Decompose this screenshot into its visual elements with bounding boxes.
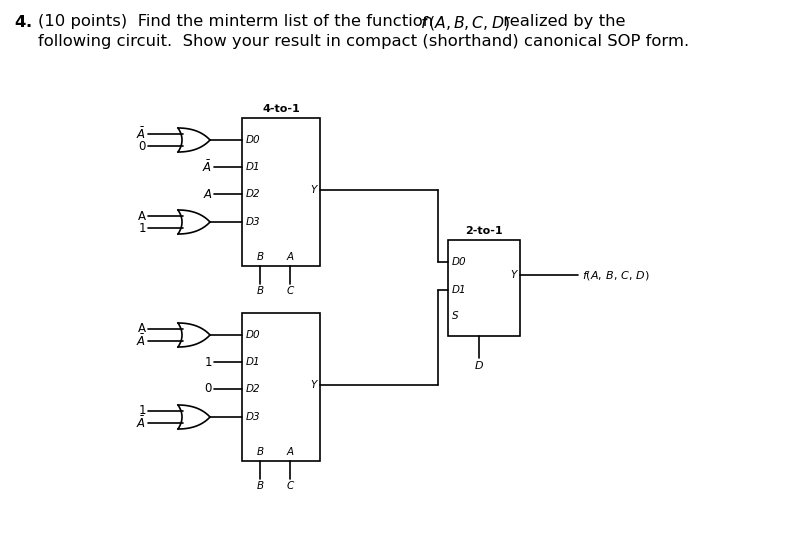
Text: $\mathbf{4.}$: $\mathbf{4.}$ [14,14,32,30]
Text: (10 points)  Find the minterm list of the function: (10 points) Find the minterm list of the… [38,14,439,29]
Text: 1: 1 [139,405,146,418]
Bar [242,313,320,461]
Text: D1: D1 [246,162,260,172]
Text: $\bar{A}$: $\bar{A}$ [136,333,146,349]
Text: D0: D0 [246,330,260,340]
Text: 0: 0 [204,383,212,396]
Text: 2-to-1: 2-to-1 [466,226,503,236]
Text: Y: Y [510,270,517,280]
Text: C: C [286,481,294,491]
Text: $\bar{A}$: $\bar{A}$ [202,159,212,175]
Text: D2: D2 [246,189,260,199]
Text: following circuit.  Show your result in compact (shorthand) canonical SOP form.: following circuit. Show your result in c… [38,34,689,49]
Text: A: A [138,210,146,222]
Text: realized by the: realized by the [498,14,626,29]
Text: D1: D1 [246,357,260,367]
Text: 1: 1 [204,355,212,369]
Text: D2: D2 [246,384,260,394]
Text: D0: D0 [452,257,466,267]
Text: S: S [452,311,458,321]
Text: Y: Y [311,380,317,390]
Text: B: B [256,481,264,491]
Text: 1: 1 [139,221,146,235]
Text: 0: 0 [139,139,146,153]
Text: $\bar{A}$: $\bar{A}$ [136,126,146,142]
Text: D3: D3 [246,412,260,422]
Text: 4-to-1: 4-to-1 [262,104,300,114]
Text: B: B [256,447,264,457]
Text: A: A [204,188,212,200]
Text: B: B [256,286,264,296]
Text: C: C [286,286,294,296]
Text: D0: D0 [246,135,260,145]
Text: A: A [138,323,146,336]
Text: D3: D3 [246,217,260,227]
Text: $\bar{A}$: $\bar{A}$ [136,415,146,431]
Bar [242,118,320,266]
Text: D: D [475,361,484,371]
Text: B: B [256,252,264,262]
Text: Y: Y [311,185,317,195]
Bar [448,240,520,336]
Text: A: A [286,252,294,262]
Text: $f\/(A,B,C,D)$: $f\/(A,B,C,D)$ [420,14,510,32]
Text: D1: D1 [452,285,466,295]
Text: A: A [286,447,294,457]
Text: $f(A,\,B,\,C,\,D)$: $f(A,\,B,\,C,\,D)$ [582,269,650,281]
